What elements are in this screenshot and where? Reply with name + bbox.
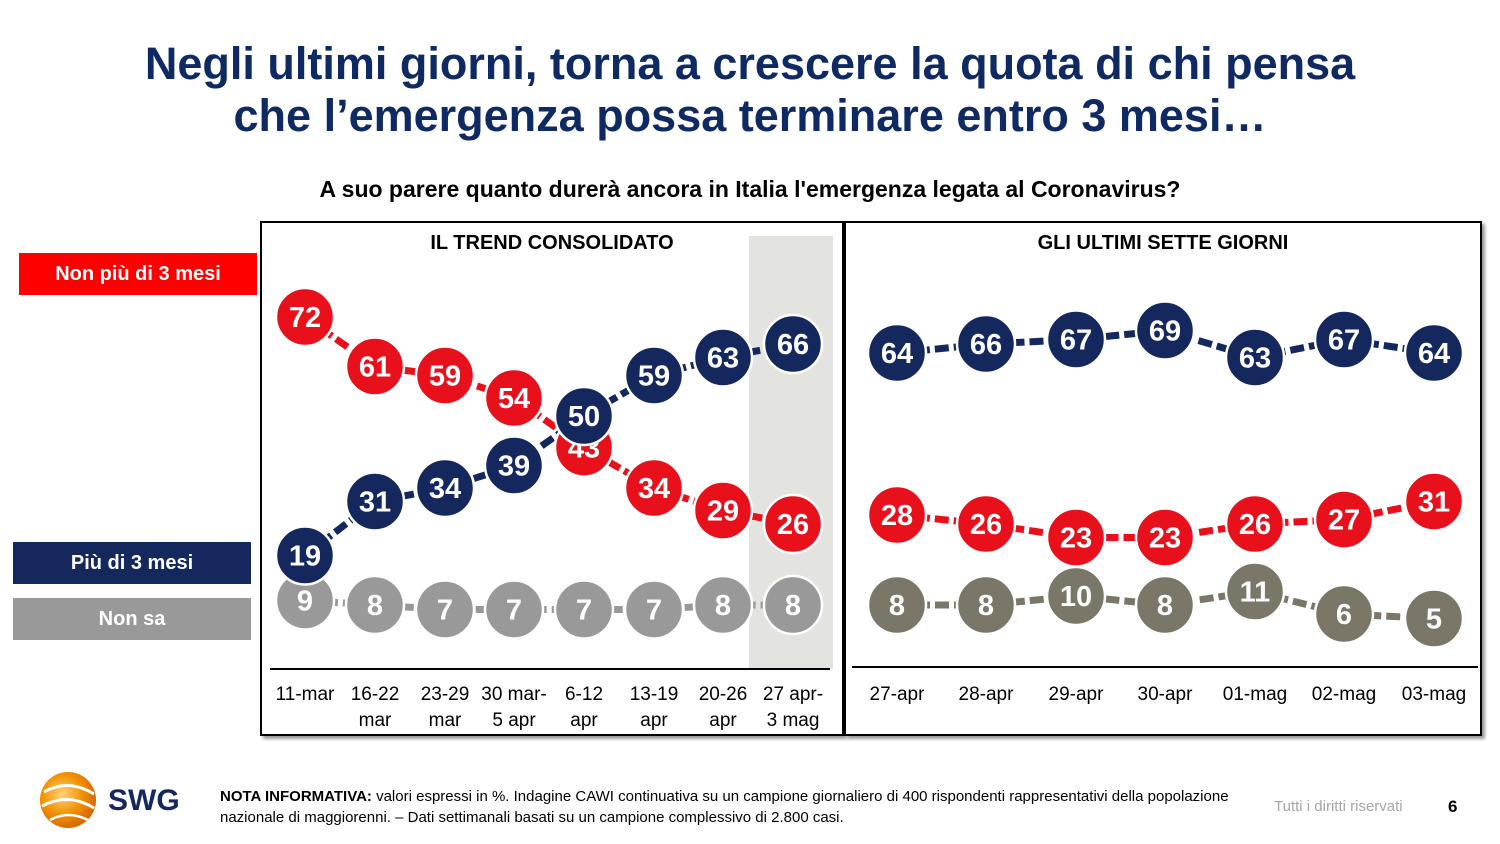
- chart2-title: GLI ULTIMI SETTE GIORNI: [1037, 232, 1289, 254]
- rights-notice: Tutti i diritti riservati: [1274, 798, 1403, 815]
- legend-label: Più di 3 mesi: [70, 551, 194, 574]
- slide-title-line1: Negli ultimi giorni, torna a crescere la…: [144, 38, 1356, 89]
- legend-label: Non più di 3 mesi: [55, 262, 221, 285]
- chart1-title: IL TREND CONSOLIDATO: [430, 232, 674, 254]
- page-number: 6: [1448, 797, 1458, 816]
- legend-piu-di-3-mesi: Più di 3 mesi: [13, 542, 251, 584]
- legend-non-piu-di-3-mesi: Non più di 3 mesi: [19, 253, 257, 295]
- legend-non-sa: Non sa: [13, 598, 251, 640]
- footer-note-label: NOTA INFORMATIVA:: [220, 788, 372, 805]
- slide-title-line2: che l’emergenza possa terminare entro 3 …: [233, 90, 1267, 141]
- panel-last-seven-days: [844, 221, 1482, 736]
- survey-question: A suo parere quanto durerà ancora in Ita…: [319, 176, 1181, 202]
- slide-title: Negli ultimi giorni, torna a crescere la…: [0, 38, 1500, 142]
- swg-logo: SWG: [30, 768, 190, 832]
- logo-text: SWG: [108, 784, 180, 817]
- panel-trend: [260, 221, 844, 736]
- footer-note-text: valori espressi in %. Indagine CAWI cont…: [220, 788, 1229, 826]
- legend-label: Non sa: [98, 607, 166, 630]
- footer-note: NOTA INFORMATIVA: valori espressi in %. …: [220, 786, 1230, 828]
